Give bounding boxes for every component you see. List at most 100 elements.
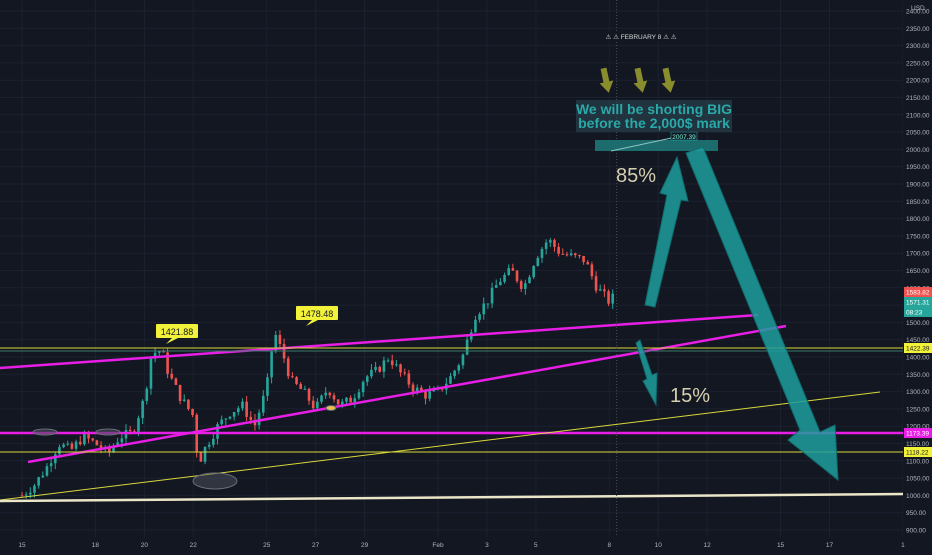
candle-body [157,351,161,353]
candle-body [611,293,615,304]
candle-body [41,475,45,478]
candle-body [291,376,294,378]
candle-body [336,399,340,405]
candle-body [182,399,186,401]
candle-body [586,262,590,265]
candle-body [365,376,369,382]
candle-body [420,387,423,392]
low-ellipse [192,472,238,490]
level-1118-tag-bg [904,447,932,457]
candle-body [332,395,336,400]
candle-body [544,242,548,249]
price-tick-label: 1000.00 [906,493,930,500]
candle-body [153,352,157,359]
candle-body [536,257,540,266]
time-tick-label: 22 [190,542,198,549]
candle-body [519,281,523,289]
magenta-channel-top [0,313,759,370]
price-tick-label: 2000.00 [906,147,930,154]
candle-body [461,354,465,366]
candle-body [324,392,327,396]
time-tick-label: 1 [901,542,905,549]
candle-body [561,253,565,255]
price-tick-label: 1450.00 [906,337,930,344]
low-ellipse [32,428,58,436]
candle-body [549,240,552,243]
candle-body [490,287,494,304]
candle-body [607,291,610,304]
candle-body [307,388,311,401]
candle-body [20,495,24,497]
time-tick-label: Feb [432,542,444,549]
time-tick-label: 25 [263,542,271,549]
candle-body [120,438,124,443]
candle-body [386,360,390,362]
price-tick-label: 2300.00 [906,43,930,50]
magenta-channel-bottom [27,324,787,464]
price-tick-label: 2150.00 [906,95,930,102]
candle-body [453,370,456,377]
candle-body [29,492,32,495]
candle-body [569,253,573,256]
candle-body [511,268,515,271]
up-probability: 85% [616,165,656,187]
candle-body [286,358,290,377]
peak-label-2-box [296,306,338,320]
candle-body [58,447,61,455]
candle-body [590,264,594,277]
price-tick-label: 900.00 [906,528,926,535]
last-price-2-tag: 1571.31 [906,300,930,307]
last-price-tag-bg [904,287,932,297]
candle-body [249,416,253,420]
candle-body [540,248,544,258]
price-tick-label: 1200.00 [906,424,930,431]
candle-body [415,387,419,392]
event-marker-bg [608,31,674,41]
time-axis[interactable]: 15 18 20 22 25 27 29 Feb 3 5 8 10 12 15 17 1 [0,537,932,550]
price-tick-label: 2050.00 [906,130,930,137]
time-tick-label: 17 [826,542,834,549]
headline-line-1: We will be shorting BIG [576,101,732,117]
candle-body [237,408,240,413]
candle-body [582,255,585,263]
headline-line-2: before the 2,000$ mark [578,115,730,131]
candle-body [228,416,232,419]
candle-body [503,274,506,282]
candle-body [70,443,74,449]
time-tick-label: 8 [607,542,611,549]
candle-body [245,401,248,417]
time-tick-label: 15 [777,542,785,549]
candle-body [216,424,219,439]
candle-body [95,440,99,446]
candle-body [428,391,431,399]
candle-body [112,446,115,452]
price-tick-label: 1350.00 [906,372,930,379]
candle-body [295,377,298,384]
arrow-down-main [685,146,839,482]
candle-body [266,377,269,396]
down-probability: 15% [670,385,710,407]
candle-body [353,398,357,403]
price-tick-label: 1950.00 [906,164,930,171]
candle-body [341,401,344,405]
candle-body [316,401,319,409]
candle-body [174,378,178,385]
candle-body [257,412,261,426]
candle-body [328,392,332,396]
price-tick-label: 2400.00 [906,9,930,16]
candle-body [578,255,581,257]
last-price-2-tag-bg [904,297,932,307]
candle-body [457,365,461,371]
candle-body [145,388,149,401]
arrow-down-15 [635,339,658,407]
candle-body [465,339,469,355]
target-value: 2007.39 [672,134,696,141]
candle-body [507,268,511,275]
countdown-tag-bg [904,307,932,317]
time-tick-label: 18 [92,542,100,549]
price-axis[interactable]: USD900.00950.001000.001050.001100.001150… [903,0,932,550]
candle-body [91,438,95,441]
peak-label-1-pointer [166,338,178,344]
candle-body [303,388,307,390]
